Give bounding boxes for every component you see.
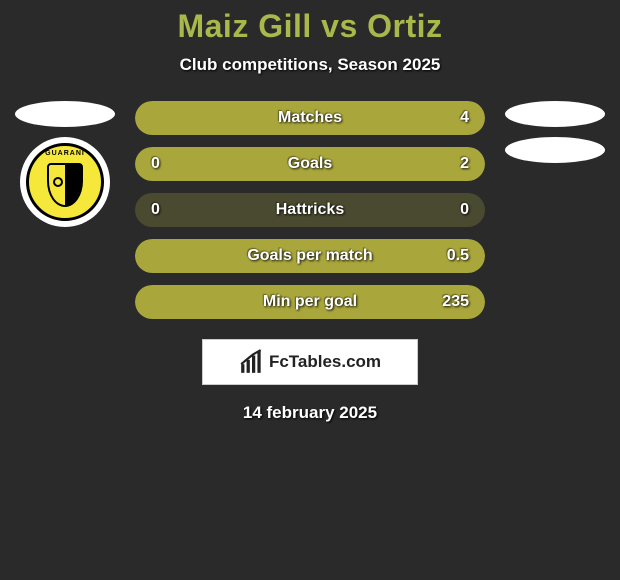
- stat-value-right: 0: [419, 201, 469, 219]
- stat-bar: 0Hattricks0: [135, 193, 485, 227]
- branding-box[interactable]: FcTables.com: [202, 339, 418, 385]
- player-photo-placeholder-left: [15, 101, 115, 127]
- page-title: Maiz Gill vs Ortiz: [0, 8, 620, 45]
- stat-bar: Goals per match0.5: [135, 239, 485, 273]
- date-text: 14 february 2025: [0, 403, 620, 423]
- stat-label: Goals: [201, 155, 419, 173]
- stat-value-right: 2: [419, 155, 469, 173]
- stat-bar: Min per goal235: [135, 285, 485, 319]
- stat-value-right: 0.5: [419, 247, 469, 265]
- stat-value-right: 235: [419, 293, 469, 311]
- stat-label: Min per goal: [201, 293, 419, 311]
- stat-label: Goals per match: [201, 247, 419, 265]
- right-column: [505, 101, 605, 163]
- stat-value-right: 4: [419, 109, 469, 127]
- stat-value-left: 0: [151, 155, 201, 173]
- branding-text: FcTables.com: [269, 352, 381, 372]
- badge-shield-icon: [47, 163, 83, 207]
- comparison-card: Maiz Gill vs Ortiz Club competitions, Se…: [0, 0, 620, 423]
- badge-text: GUARANI: [45, 150, 85, 157]
- club-badge-left: GUARANI: [20, 137, 110, 227]
- stat-label: Matches: [201, 109, 419, 127]
- stats-column: Matches40Goals20Hattricks0Goals per matc…: [135, 101, 485, 319]
- chart-icon: [239, 349, 265, 375]
- stat-bar: 0Goals2: [135, 147, 485, 181]
- player-photo-placeholder-right-2: [505, 137, 605, 163]
- subtitle: Club competitions, Season 2025: [0, 55, 620, 75]
- stat-bar: Matches4: [135, 101, 485, 135]
- stat-value-left: 0: [151, 201, 201, 219]
- player-photo-placeholder-right-1: [505, 101, 605, 127]
- stat-label: Hattricks: [201, 201, 419, 219]
- content-row: GUARANI Matches40Goals20Hattricks0Goals …: [0, 101, 620, 319]
- left-column: GUARANI: [15, 101, 115, 227]
